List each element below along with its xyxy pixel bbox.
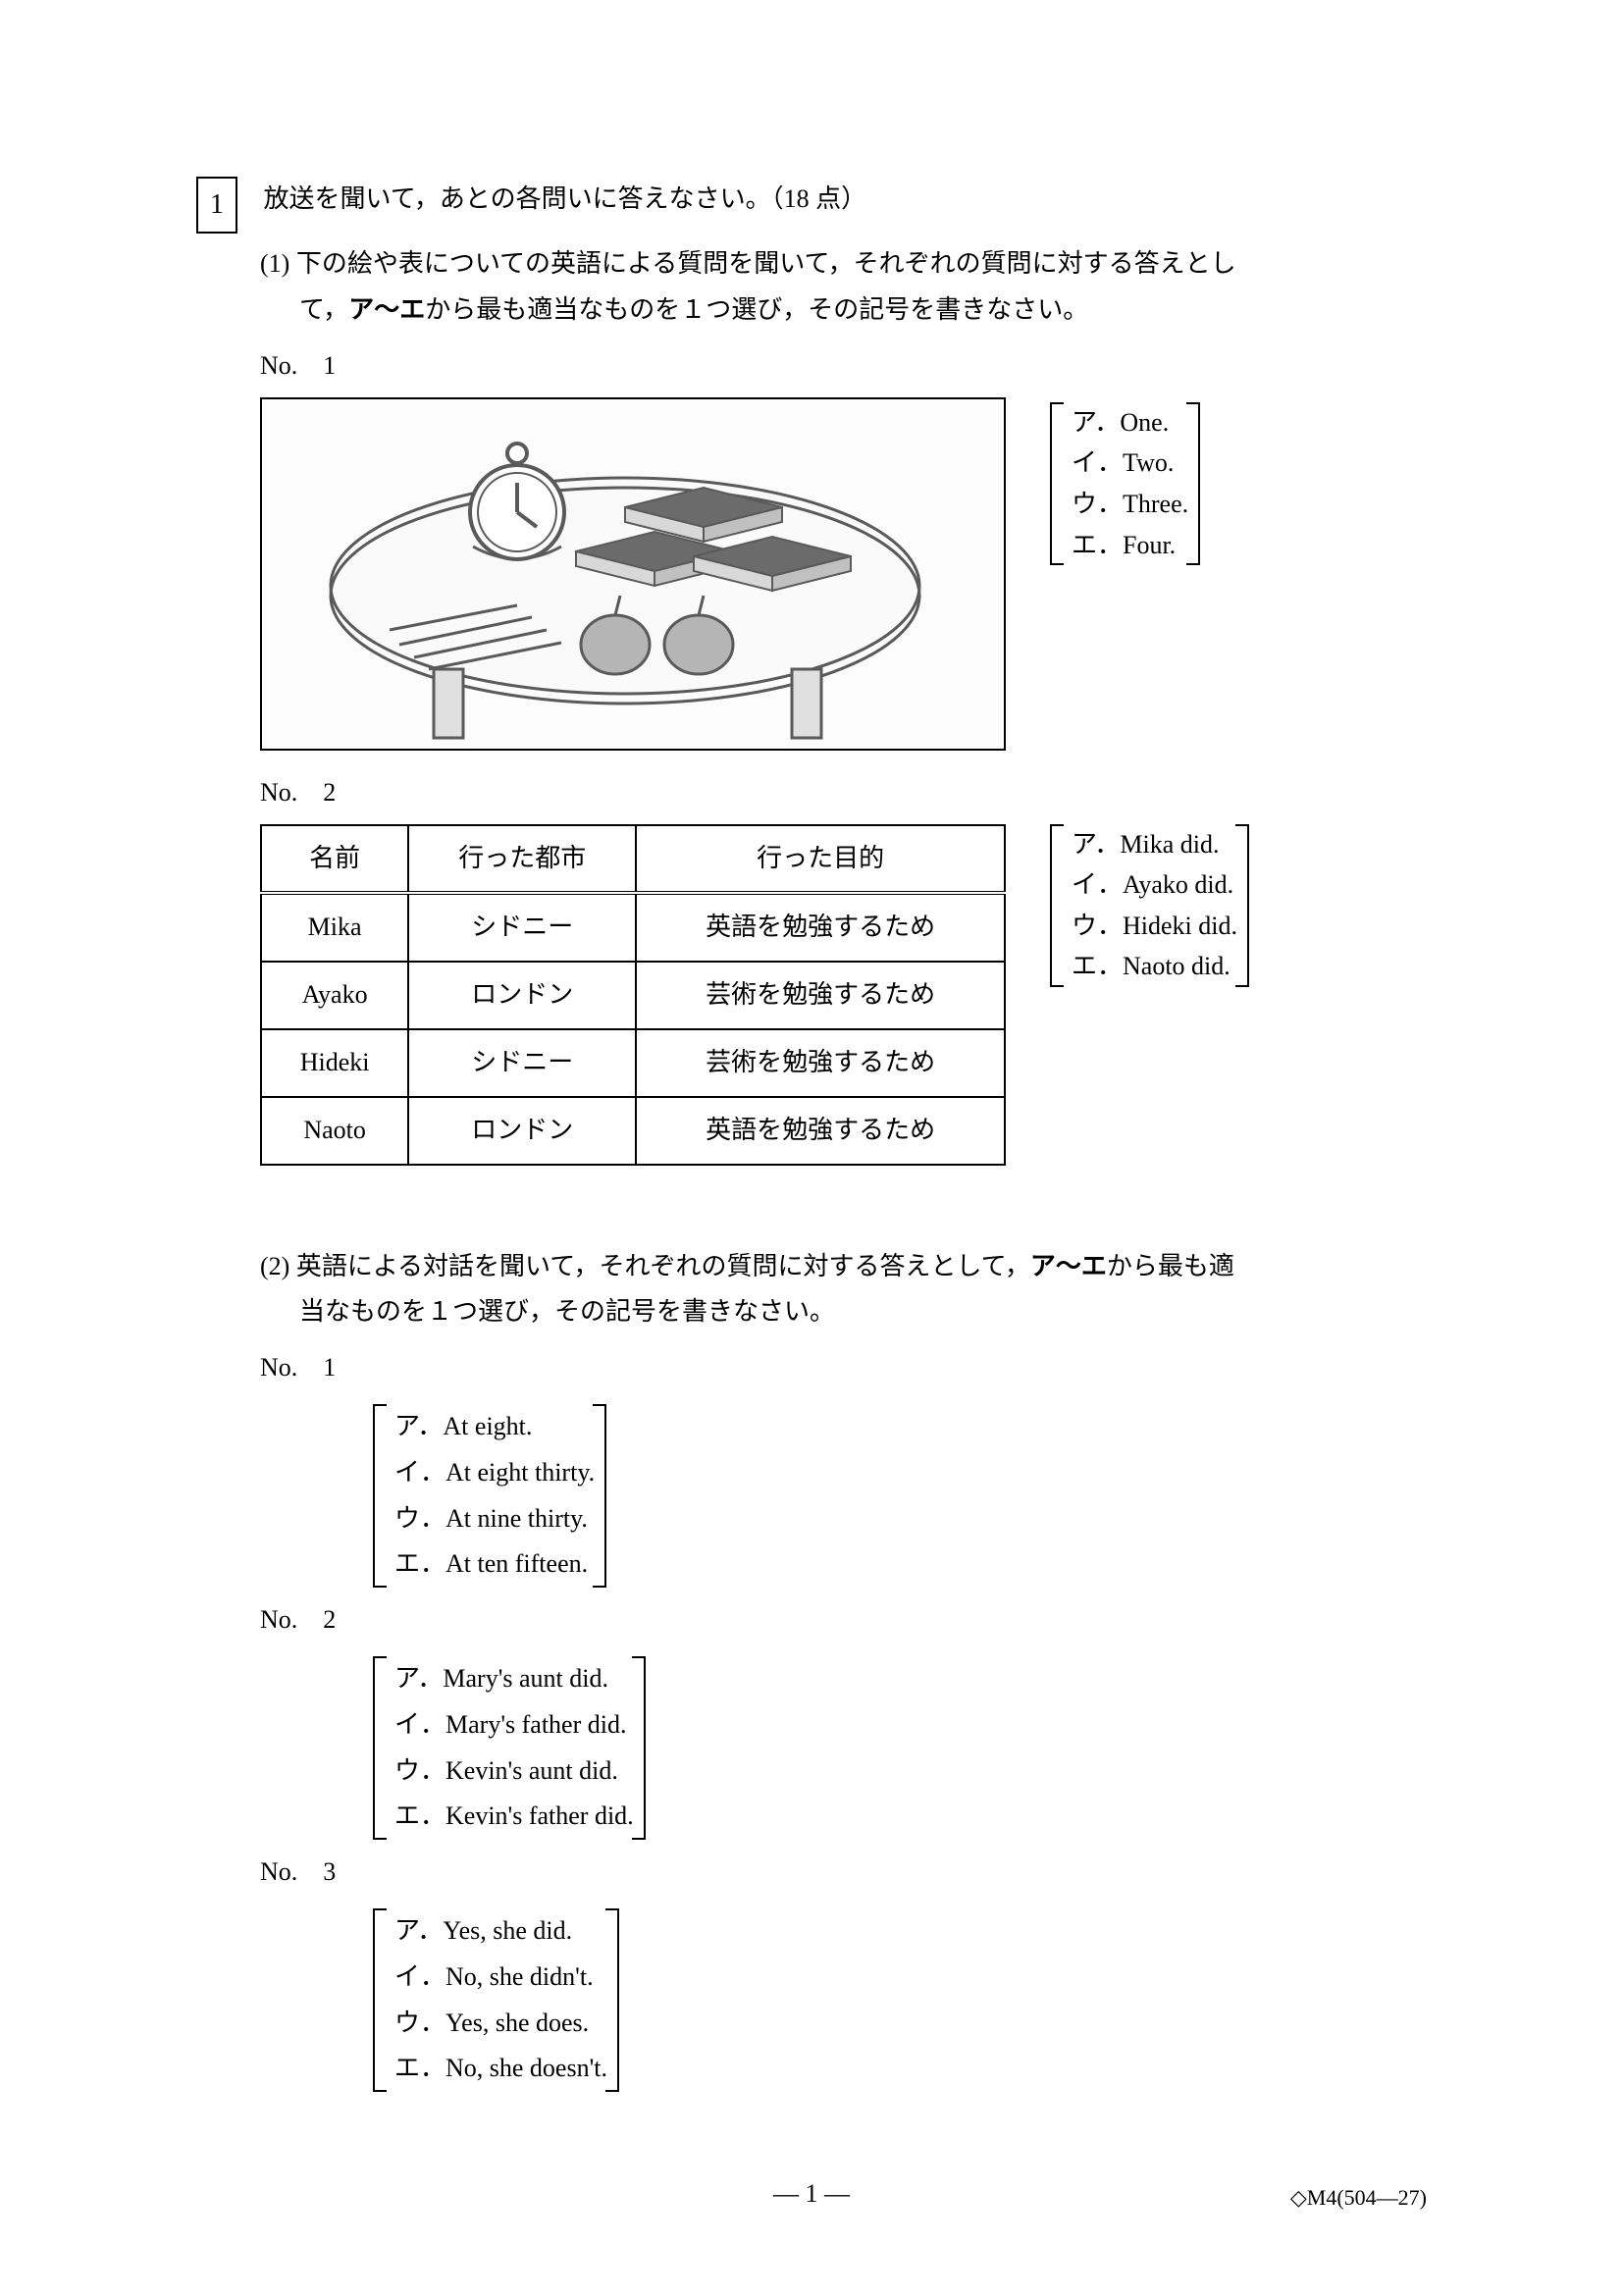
q2-no1-a: ア．At eight. [394, 1404, 595, 1450]
trip-table: 名前 行った都市 行った目的 Mika シドニー 英語を勉強するため Ayako… [260, 824, 1006, 1166]
q2-no1-label: No. 1 [260, 1345, 1427, 1391]
table-illustration [262, 399, 1008, 753]
sub1-num: (1) [260, 241, 289, 287]
no2-b: イ．Ayako did. [1072, 864, 1237, 906]
no1-c: ウ．Three. [1072, 484, 1188, 525]
sub-question-2: (2) 英語による対話を聞いて，それぞれの質問に対する答えとして，ア～エから最も… [260, 1244, 1427, 1290]
no2-a: ア．Mika did. [1072, 824, 1237, 865]
sub-question-1: (1) 下の絵や表についての英語による質問を聞いて，それぞれの質問に対する答えと… [260, 241, 1427, 287]
no2-label: No. 2 [260, 770, 1427, 816]
q2-no3-b: イ．No, she didn't. [394, 1955, 607, 2001]
no2-answers: ア．Mika did. イ．Ayako did. ウ．Hideki did. エ… [1050, 824, 1249, 987]
sub1-line2: て，ア～エから最も適当なものを１つ選び，その記号を書きなさい。 [299, 287, 1427, 334]
q2-no2-answers: ア．Mary's aunt did. イ．Mary's father did. … [373, 1656, 646, 1840]
q2-no3-label: No. 3 [260, 1850, 1427, 1896]
q2-no1-c: ウ．At nine thirty. [394, 1496, 595, 1542]
no1-a: ア．One. [1072, 402, 1188, 444]
no2-row: 名前 行った都市 行った目的 Mika シドニー 英語を勉強するため Ayako… [196, 824, 1427, 1166]
q2-no1-d: エ．At ten fifteen. [394, 1541, 595, 1588]
th-city: 行った都市 [408, 825, 636, 894]
q2-no2-b: イ．Mary's father did. [394, 1702, 634, 1748]
table-row: Mika シドニー 英語を勉強するため [261, 893, 1005, 962]
page-code: ◇M4(504—27) [1290, 2178, 1427, 2218]
q2-no3-answers: ア．Yes, she did. イ．No, she didn't. ウ．Yes,… [373, 1908, 619, 2092]
no2-c: ウ．Hideki did. [1072, 906, 1237, 947]
th-name: 名前 [261, 825, 408, 894]
th-purpose: 行った目的 [636, 825, 1005, 894]
sub1-text3: から最も適当なものを１つ選び，その記号を書きなさい。 [425, 295, 1088, 324]
q2-no2-d: エ．Kevin's father did. [394, 1794, 634, 1840]
sub-question-2-block: (2) 英語による対話を聞いて，それぞれの質問に対する答えとして，ア～エから最も… [196, 1244, 1427, 2093]
no1-answers: ア．One. イ．Two. ウ．Three. エ．Four. [1050, 402, 1200, 565]
table-row: Naoto ロンドン 英語を勉強するため [261, 1097, 1005, 1165]
q2-no2-label: No. 2 [260, 1597, 1427, 1644]
main-instruction: 放送を聞いて，あとの各問いに答えなさい。（18 点） [264, 184, 867, 213]
no1-label: No. 1 [260, 343, 1427, 390]
q2-no2-a: ア．Mary's aunt did. [394, 1656, 634, 1702]
sub2-text1: 英語による対話を聞いて，それぞれの質問に対する答えとして， [296, 1252, 1030, 1280]
no2-d: エ．Naoto did. [1072, 946, 1237, 987]
q2-no1-answers: ア．At eight. イ．At eight thirty. ウ．At nine… [373, 1404, 606, 1588]
illustration-box [260, 397, 1006, 751]
no1-row: ア．One. イ．Two. ウ．Three. エ．Four. [196, 397, 1427, 751]
sub2-num: (2) [260, 1244, 289, 1290]
sub2-line2: 当なものを１つ選び，その記号を書きなさい。 [299, 1289, 1427, 1335]
sub1-bold: ア～エ [348, 295, 425, 324]
sub1-text1: 下の絵や表についての英語による質問を聞いて，それぞれの質問に対する答えとし [296, 249, 1236, 278]
no1-b: イ．Two. [1072, 443, 1188, 484]
q2-no3-c: ウ．Yes, she does. [394, 2001, 607, 2047]
question-header: 1 放送を聞いて，あとの各問いに答えなさい。（18 点） [196, 177, 1427, 234]
table-row: Ayako ロンドン 芸術を勉強するため [261, 962, 1005, 1029]
no1-d: エ．Four. [1072, 525, 1188, 566]
sub2-bold: ア～エ [1030, 1252, 1107, 1280]
question-number: 1 [196, 177, 237, 234]
q2-no1-b: イ．At eight thirty. [394, 1450, 595, 1496]
sub1-text2: て， [299, 295, 348, 324]
q2-no3-d: エ．No, she doesn't. [394, 2046, 607, 2092]
table-row: Hideki シドニー 芸術を勉強するため [261, 1029, 1005, 1097]
sub2-text2: から最も適 [1107, 1252, 1234, 1280]
q2-no3-a: ア．Yes, she did. [394, 1908, 607, 1955]
q2-no2-c: ウ．Kevin's aunt did. [394, 1748, 634, 1795]
